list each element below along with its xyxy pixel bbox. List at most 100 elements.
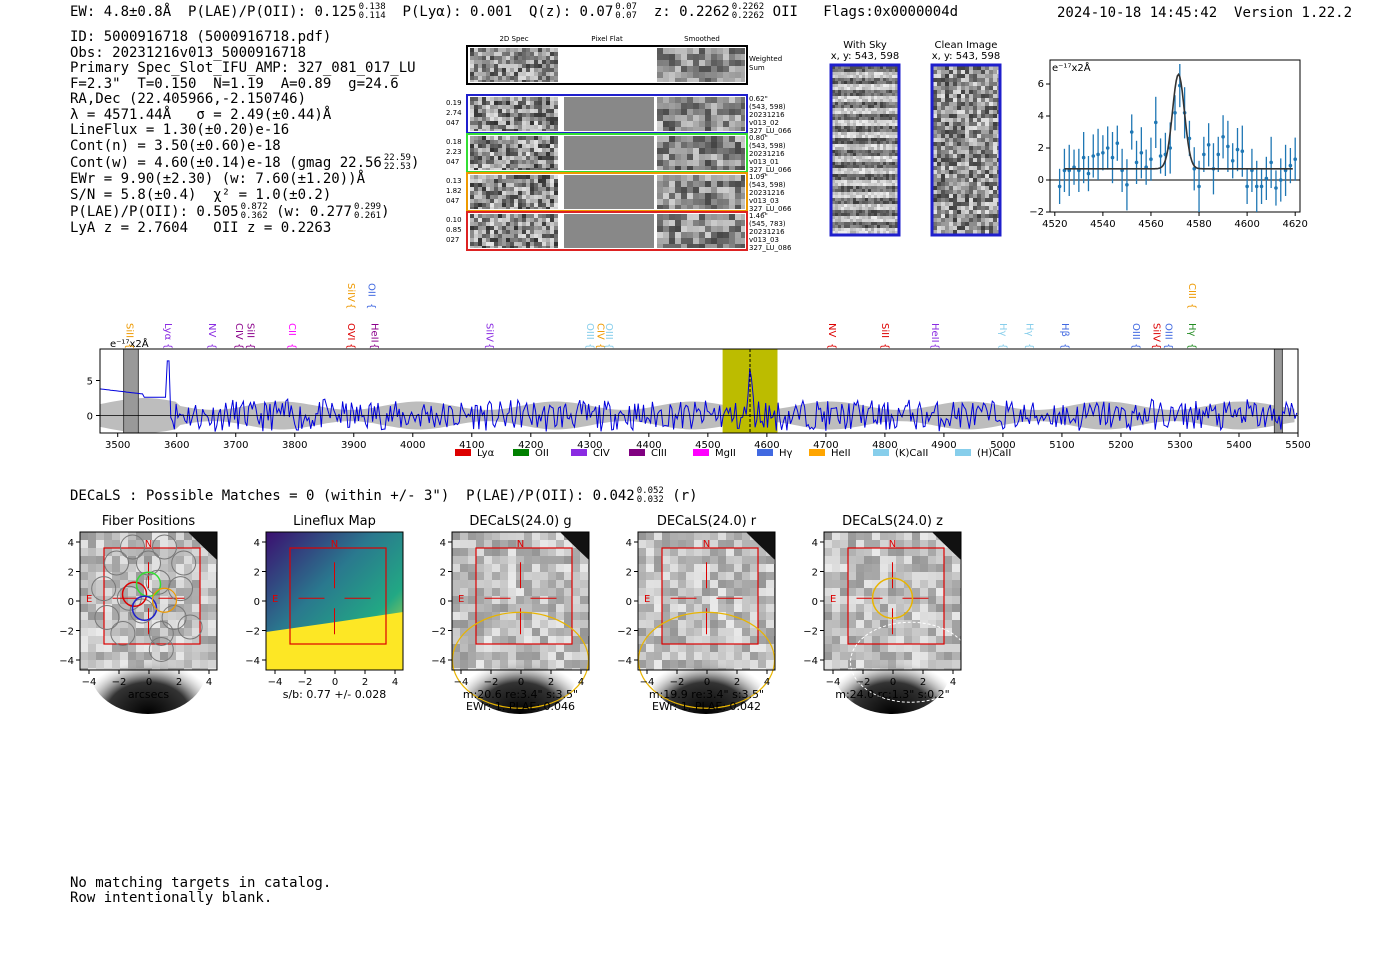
cutout-pixel [912, 556, 920, 564]
with-sky-band-light [883, 132, 886, 135]
with-sky-band-dark [883, 189, 886, 192]
clean-image-pixel [937, 154, 941, 158]
cutout-pixel [912, 548, 920, 556]
cutout-pixel [80, 612, 88, 620]
clean-image-pixel [989, 118, 993, 122]
spec2d-smooth-pixel [687, 121, 693, 127]
with-sky-band-light [880, 219, 883, 222]
spec2d-raw-pixel [546, 148, 550, 152]
spec2d-smooth-pixel [669, 214, 675, 220]
clean-image-pixel [949, 82, 953, 86]
clean-image-pixel [989, 230, 993, 234]
spec2d-raw-pixel [542, 230, 546, 234]
clean-image-pixel [941, 166, 945, 170]
with-sky-band-dark [847, 138, 850, 141]
weighted-sum-pixel [538, 60, 542, 64]
clean-image-pixel [981, 222, 985, 226]
spec2d-smooth-pixel [723, 232, 729, 238]
with-sky-band-dark [835, 222, 838, 225]
legend-label: CIII [651, 448, 667, 459]
with-sky-band-dark [880, 138, 883, 141]
clean-image-pixel [945, 226, 949, 230]
with-sky-band-dark [844, 93, 847, 96]
spec2d-raw-pixel [550, 183, 554, 187]
cutout-pixel [678, 596, 686, 604]
spec2d-smooth-pixel [681, 226, 687, 232]
cutout-pixel [726, 548, 734, 556]
spec2d-raw-pixel [474, 168, 478, 170]
clean-image-pixel [933, 182, 937, 186]
spec2d-smooth-pixel [735, 97, 741, 103]
cutout-pixel [710, 532, 718, 540]
cutout-pixel [532, 580, 540, 588]
spec2d-raw-pixel [482, 246, 486, 248]
clean-image-pixel [933, 162, 937, 166]
spec2d-raw-pixel [478, 214, 482, 218]
spec2d-raw-pixel [482, 113, 486, 117]
clean-image-pixel [993, 182, 997, 186]
spec2d-smooth-pixel [729, 115, 735, 121]
clean-image-pixel [993, 98, 997, 102]
cutout-xtick-label: −4 [82, 677, 97, 688]
with-sky-band-dark [865, 126, 868, 129]
clean-image-pixel [973, 162, 977, 166]
cutout-pixel [580, 580, 588, 588]
cutout-pixel [200, 644, 208, 652]
with-sky-band-light [850, 231, 853, 234]
clean-image-pixel [953, 190, 957, 194]
spec2d-smooth-pixel [717, 220, 723, 226]
emission-line-bracket: { [879, 343, 890, 349]
with-sky-band-dark [841, 105, 844, 108]
clean-image-pixel [933, 178, 937, 182]
cutout-pixel [532, 540, 540, 548]
spec2d-raw-pixel [474, 230, 478, 234]
cutout-pixel [460, 652, 468, 660]
clean-image-pixel [945, 162, 949, 166]
weighted-sum-pixel [470, 60, 474, 64]
cutout-pixel [208, 612, 216, 620]
with-sky-band-dark [832, 150, 835, 153]
with-sky-band-dark [868, 105, 871, 108]
weighted-sum-pixel [474, 60, 478, 64]
clean-image-pixel [961, 130, 965, 134]
spec2d-raw-pixel [502, 179, 506, 183]
spec2d-smooth-pixel [663, 193, 669, 199]
clean-image-pixel [945, 202, 949, 206]
with-sky-band-light [889, 168, 892, 171]
weighted-sum-pixel [510, 76, 514, 80]
spec2d-smooth-pixel [675, 214, 681, 220]
with-sky-frame [829, 63, 901, 237]
spec2d-raw-pixel [498, 148, 502, 152]
with-sky-band-light [844, 111, 847, 114]
weighted-sum-pixel [510, 48, 514, 52]
spec2d-raw-pixel [502, 117, 506, 121]
cutout-pixel [654, 612, 662, 620]
cutout-xtick-label: −2 [670, 677, 685, 688]
with-sky-band-dark [892, 66, 895, 69]
cutout-ytick-label: 4 [440, 538, 446, 549]
cutout-xtick-label: 0 [704, 677, 710, 688]
cutout-pixel [184, 572, 192, 580]
with-sky-band-light [895, 180, 898, 183]
with-sky-band-dark [880, 66, 883, 69]
spec2d-smooth-pixel [663, 103, 669, 109]
spec2d-raw-pixel [546, 105, 550, 109]
clean-image-pixel [969, 230, 973, 234]
spec2d-raw-pixel [474, 140, 478, 144]
cutout-pixel [500, 612, 508, 620]
cutout-pixel [888, 588, 896, 596]
spectrum-xtick-label: 5200 [1108, 440, 1133, 451]
cutout-pixel [572, 580, 580, 588]
clean-image-pixel [937, 202, 941, 206]
with-sky-band-light [886, 84, 889, 87]
with-sky-band-dark [841, 150, 844, 153]
weighted-sum-pixel [506, 60, 510, 64]
emission-line-label: OIII [1130, 323, 1141, 340]
with-sky-band-dark [856, 117, 859, 120]
spec2d-smooth-pixel [657, 148, 663, 154]
cutout-pixel [888, 548, 896, 556]
spec2d-raw-pixel [482, 234, 486, 238]
with-sky-band-light [862, 147, 865, 150]
with-sky-band-dark [880, 93, 883, 96]
with-sky-band-light [880, 144, 883, 147]
